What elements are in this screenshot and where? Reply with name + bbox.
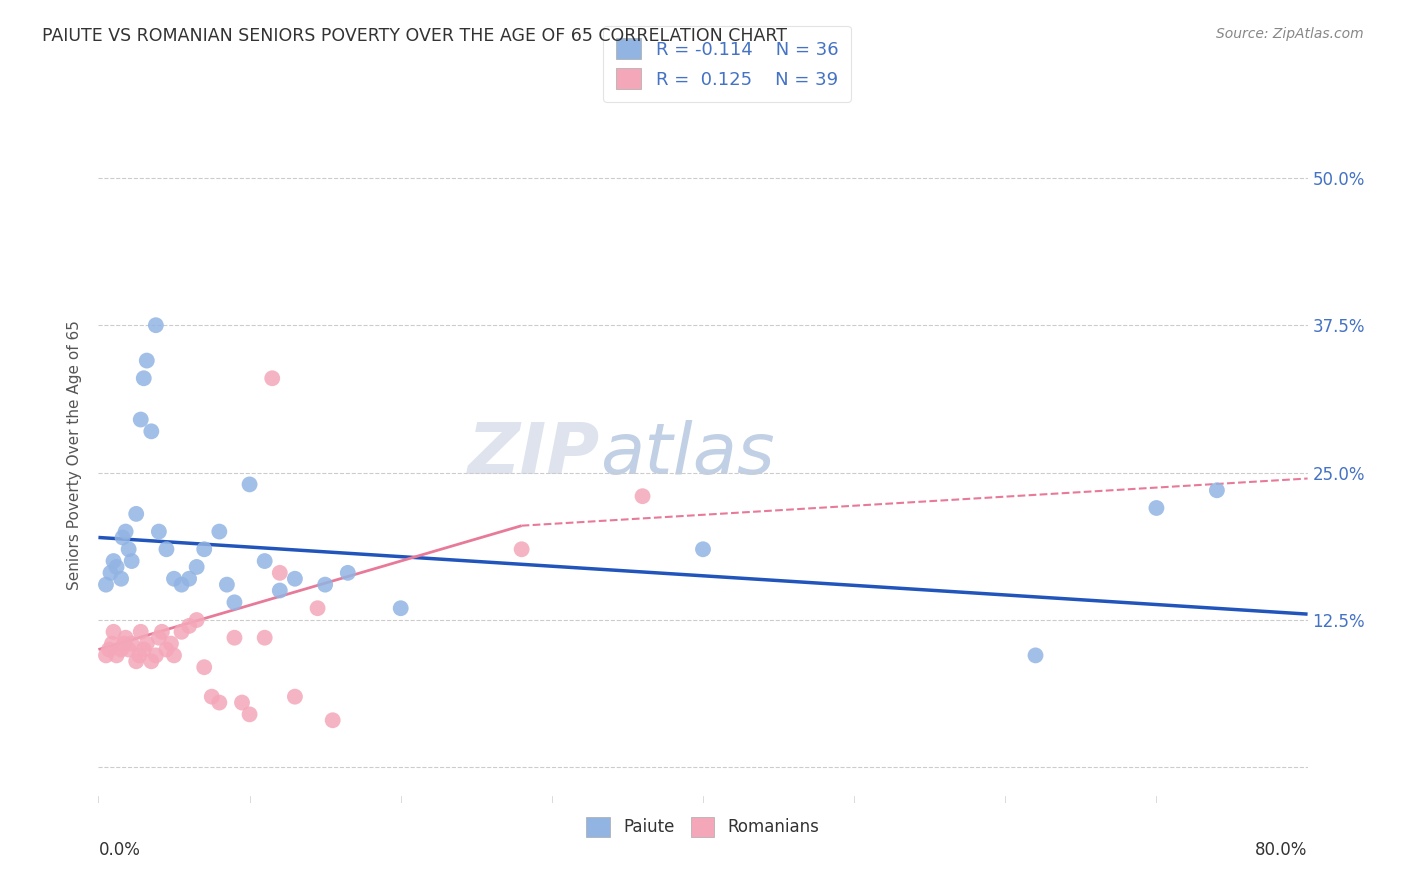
Point [1024,648,1046,663]
Y-axis label: Seniors Poverty Over the Age of 65: Seniors Poverty Over the Age of 65 [67,320,83,590]
Point [179,572,201,586]
Point [186,613,208,627]
Point [193,660,215,674]
Point [121,637,143,651]
Text: Source: ZipAtlas.com: Source: ZipAtlas.com [1216,27,1364,41]
Point [215,577,238,591]
Point [110,642,132,657]
Legend: Paiute, Romanians: Paiute, Romanians [579,811,827,843]
Point [269,583,291,598]
Point [141,425,163,439]
Point [148,631,170,645]
Point [1144,500,1167,515]
Point [314,577,336,591]
Point [253,631,276,645]
Point [186,560,208,574]
Point [160,637,183,651]
Point [284,690,307,704]
Point [100,566,122,580]
Point [110,572,132,586]
Point [231,696,253,710]
Point [114,524,136,539]
Point [155,542,177,557]
Point [105,560,128,574]
Point [132,642,155,657]
Point [201,690,224,704]
Text: atlas: atlas [600,420,775,490]
Point [114,631,136,645]
Point [170,624,193,639]
Point [118,642,141,657]
Point [631,489,654,503]
Point [125,654,148,668]
Point [132,371,155,385]
Point [111,531,134,545]
Point [155,642,177,657]
Point [163,572,186,586]
Point [224,631,246,645]
Point [208,696,231,710]
Point [307,601,329,615]
Point [112,637,135,651]
Point [510,542,533,557]
Point [103,554,125,568]
Point [239,477,262,491]
Point [129,624,152,639]
Point [224,595,246,609]
Point [150,624,173,639]
Text: 0.0%: 0.0% [98,841,141,859]
Point [322,713,344,727]
Point [145,318,167,333]
Point [336,566,359,580]
Point [284,572,307,586]
Text: PAIUTE VS ROMANIAN SENIORS POVERTY OVER THE AGE OF 65 CORRELATION CHART: PAIUTE VS ROMANIAN SENIORS POVERTY OVER … [42,27,787,45]
Point [128,648,150,663]
Point [193,542,215,557]
Point [389,601,412,615]
Text: 80.0%: 80.0% [1256,841,1308,859]
Point [129,412,152,426]
Point [148,524,170,539]
Point [121,554,143,568]
Point [262,371,284,385]
Point [135,637,157,651]
Text: ZIP: ZIP [468,420,600,490]
Point [125,507,148,521]
Point [135,353,157,368]
Point [118,542,141,557]
Point [170,577,193,591]
Point [692,542,714,557]
Point [239,707,262,722]
Point [94,648,117,663]
Point [141,654,163,668]
Point [253,554,276,568]
Point [103,624,125,639]
Point [179,619,201,633]
Point [105,648,128,663]
Point [208,524,231,539]
Point [145,648,167,663]
Point [269,566,291,580]
Point [1206,483,1229,498]
Point [163,648,186,663]
Point [98,642,121,657]
Point [94,577,117,591]
Point [101,637,124,651]
